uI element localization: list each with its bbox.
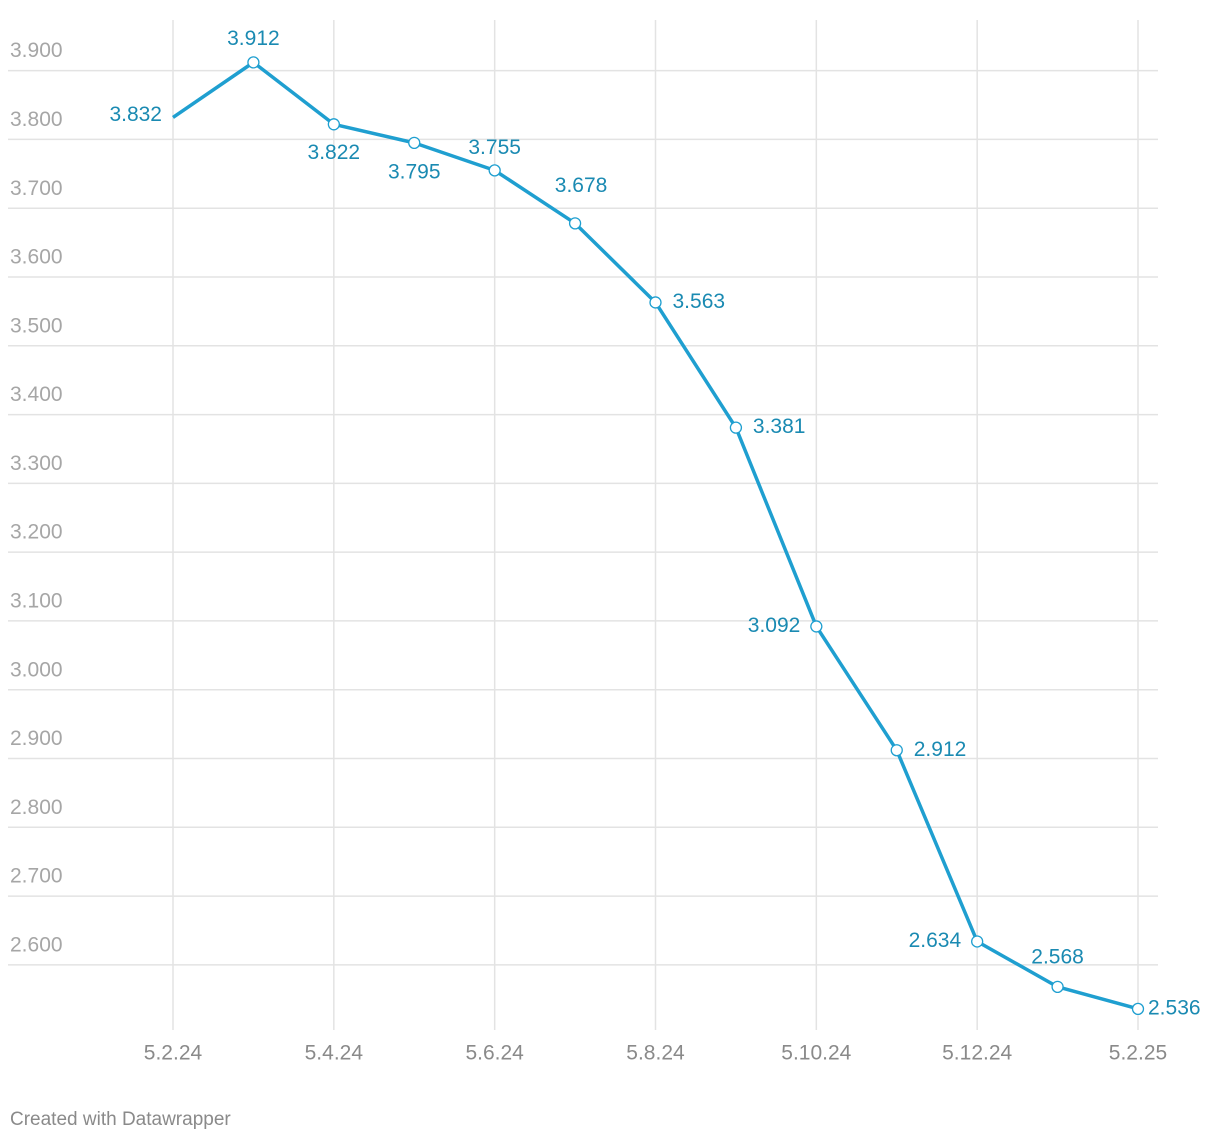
value-label: 2.912 (914, 738, 967, 761)
point (729, 421, 743, 434)
point (327, 118, 340, 131)
y-tick-label: 3.500 (10, 314, 63, 337)
y-tick-label: 3.900 (10, 39, 63, 62)
point (1131, 1002, 1145, 1016)
x-tick-label: 5.2.25 (1109, 1042, 1167, 1065)
footer: Created with Datawrapper (10, 1109, 231, 1130)
point (488, 164, 501, 177)
y-tick-label: 2.800 (10, 796, 63, 819)
point (247, 56, 260, 69)
value-label: 3.563 (673, 290, 726, 313)
value-label: 3.832 (109, 103, 162, 126)
y-tick-label: 3.000 (10, 658, 63, 681)
value-label: 2.568 (1031, 945, 1084, 968)
y-tick-label: 3.300 (10, 452, 63, 475)
value-label: 3.678 (555, 174, 608, 197)
y-tick-label: 2.700 (10, 865, 63, 888)
y-tick-label: 2.900 (10, 727, 63, 750)
value-label: 2.634 (909, 929, 962, 952)
y-tick-label: 2.600 (10, 933, 63, 956)
y-tick-label: 3.400 (10, 383, 63, 406)
value-label: 3.381 (753, 415, 806, 438)
point (1051, 980, 1064, 994)
y-tick-label: 3.700 (10, 177, 63, 200)
point (971, 935, 984, 948)
value-label: 2.536 (1148, 996, 1201, 1019)
x-tick-label: 5.2.24 (144, 1042, 203, 1065)
point (568, 217, 582, 230)
x-tick-label: 5.8.24 (626, 1042, 685, 1065)
value-label: 3.092 (748, 614, 801, 637)
x-tick-label: 5.4.24 (305, 1042, 364, 1065)
y-tick-label: 3.800 (10, 108, 63, 131)
point (408, 136, 421, 150)
point (890, 744, 903, 757)
value-label: 3.795 (388, 160, 441, 183)
x-tick-label: 5.12.24 (942, 1042, 1012, 1065)
point (810, 620, 823, 633)
value-label: 3.755 (468, 136, 521, 159)
y-tick-label: 3.200 (10, 521, 63, 544)
y-tick-label: 3.600 (10, 246, 63, 269)
value-label: 3.822 (308, 141, 361, 164)
y-tick-label: 3.100 (10, 589, 63, 612)
value-label: 3.912 (227, 27, 280, 50)
x-tick-label: 5.10.24 (781, 1042, 851, 1065)
x-tick-label: 5.6.24 (465, 1042, 524, 1065)
point (649, 296, 662, 309)
